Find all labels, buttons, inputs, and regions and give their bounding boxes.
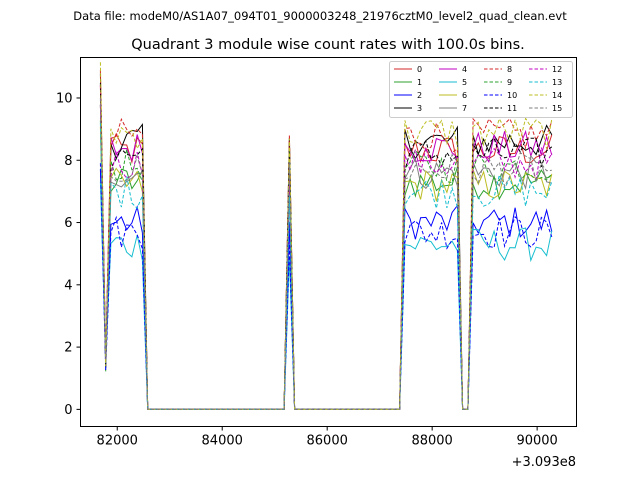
- legend-label-2: 2: [417, 91, 422, 100]
- x-tick-label: 90000: [516, 434, 557, 449]
- x-tick-label: 88000: [411, 434, 452, 449]
- y-tick-label: 10: [56, 91, 73, 106]
- legend-label-13: 13: [552, 78, 562, 87]
- legend-label-15: 15: [552, 104, 562, 113]
- legend-box: [389, 61, 573, 118]
- chart-title: Quadrant 3 module wise count rates with …: [131, 37, 525, 53]
- series-line-15: [99, 97, 552, 410]
- legend-label-12: 12: [552, 65, 562, 74]
- legend-label-5: 5: [462, 78, 467, 87]
- legend-label-6: 6: [462, 91, 467, 100]
- y-tick-label: 0: [64, 403, 72, 418]
- x-tick-label: 84000: [202, 434, 243, 449]
- x-offset-label: +3.093e8: [512, 455, 576, 470]
- chart-subtitle: Data file: modeM0/AS1A07_094T01_90000032…: [73, 9, 567, 23]
- legend-label-10: 10: [507, 91, 517, 100]
- x-axis: 82000 84000 86000 88000 90000: [97, 426, 558, 449]
- legend-label-4: 4: [462, 65, 467, 74]
- legend-label-0: 0: [417, 65, 422, 74]
- x-tick-label: 82000: [97, 434, 138, 449]
- legend-label-14: 14: [552, 91, 562, 100]
- y-tick-label: 6: [64, 216, 72, 231]
- legend-label-3: 3: [417, 104, 422, 113]
- legend-label-9: 9: [507, 78, 512, 87]
- y-tick-label: 2: [64, 341, 72, 356]
- y-axis: 0 2 4 6 8 10: [56, 91, 81, 418]
- legend-label-8: 8: [507, 65, 512, 74]
- y-tick-label: 4: [64, 278, 72, 293]
- series-layer: [99, 62, 553, 410]
- plot-frame: [80, 57, 577, 427]
- legend-label-7: 7: [462, 104, 467, 113]
- legend-label-1: 1: [417, 78, 422, 87]
- y-tick-label: 8: [64, 154, 72, 169]
- x-tick-label: 86000: [307, 434, 348, 449]
- legend-label-11: 11: [507, 104, 517, 113]
